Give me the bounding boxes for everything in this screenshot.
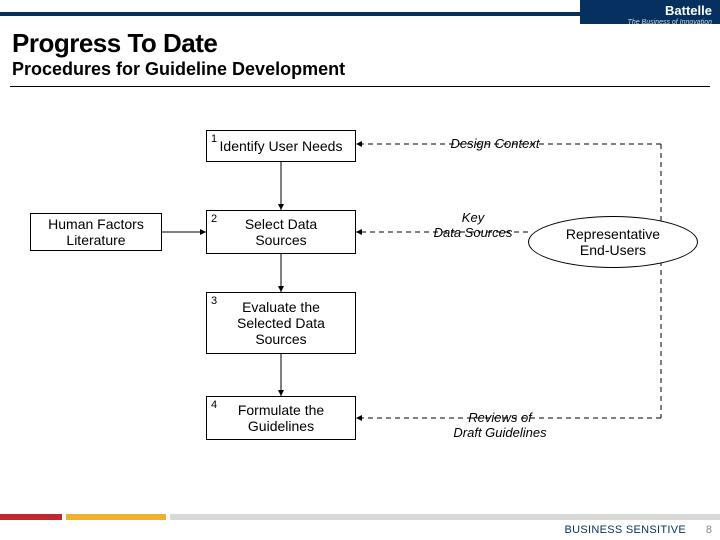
- process-box-3: 3 Evaluate theSelected DataSources: [206, 292, 356, 354]
- flow-diagram: 1Identify User Needs 2 Select DataSources 3…: [0, 100, 720, 495]
- footer-stripe-red: [0, 514, 62, 520]
- top-stripe: [0, 12, 580, 16]
- top-bar: Battelle The Business of Innovation: [0, 0, 720, 24]
- title-underline: [10, 86, 710, 87]
- process-step-number: 4: [211, 399, 217, 411]
- process-box-2: 2 Select DataSources: [206, 210, 356, 254]
- process-box-1: 1Identify User Needs: [206, 130, 356, 162]
- brand-name: Battelle: [665, 3, 712, 18]
- context-label: Design Context: [430, 136, 560, 151]
- process-step-label: Formulate theGuidelines: [238, 402, 324, 434]
- process-step-label: Select DataSources: [245, 216, 317, 248]
- brand-block: Battelle The Business of Innovation: [580, 0, 720, 24]
- process-step-number: 2: [211, 213, 217, 225]
- ellipse-label: RepresentativeEnd-Users: [566, 226, 660, 258]
- classification-label: BUSINESS SENSITIVE: [564, 524, 686, 536]
- process-step-number: 3: [211, 295, 217, 307]
- footer-stripe-yellow: [66, 514, 166, 520]
- arrows-layer: [0, 100, 720, 495]
- page-subtitle: Procedures for Guideline Development: [12, 59, 345, 80]
- process-step-label: Evaluate theSelected DataSources: [237, 299, 325, 347]
- context-label: KeyData Sources: [418, 210, 528, 240]
- brand-tagline: The Business of Innovation: [580, 19, 712, 26]
- input-box-label: Human FactorsLiterature: [48, 216, 144, 248]
- page-number: 8: [706, 524, 712, 536]
- footer-stripe-grey: [170, 514, 720, 520]
- process-step-label: Identify User Needs: [220, 138, 343, 154]
- page-title: Progress To Date: [12, 28, 345, 59]
- slide: Battelle The Business of Innovation Prog…: [0, 0, 720, 540]
- heading: Progress To Date Procedures for Guidelin…: [12, 28, 345, 80]
- footer-stripe: [0, 514, 720, 520]
- context-label: Reviews ofDraft Guidelines: [430, 410, 570, 440]
- process-box-4: 4 Formulate theGuidelines: [206, 396, 356, 440]
- input-box-literature: Human FactorsLiterature: [30, 213, 162, 251]
- process-step-number: 1: [211, 133, 217, 145]
- end-users-ellipse: RepresentativeEnd-Users: [528, 216, 698, 268]
